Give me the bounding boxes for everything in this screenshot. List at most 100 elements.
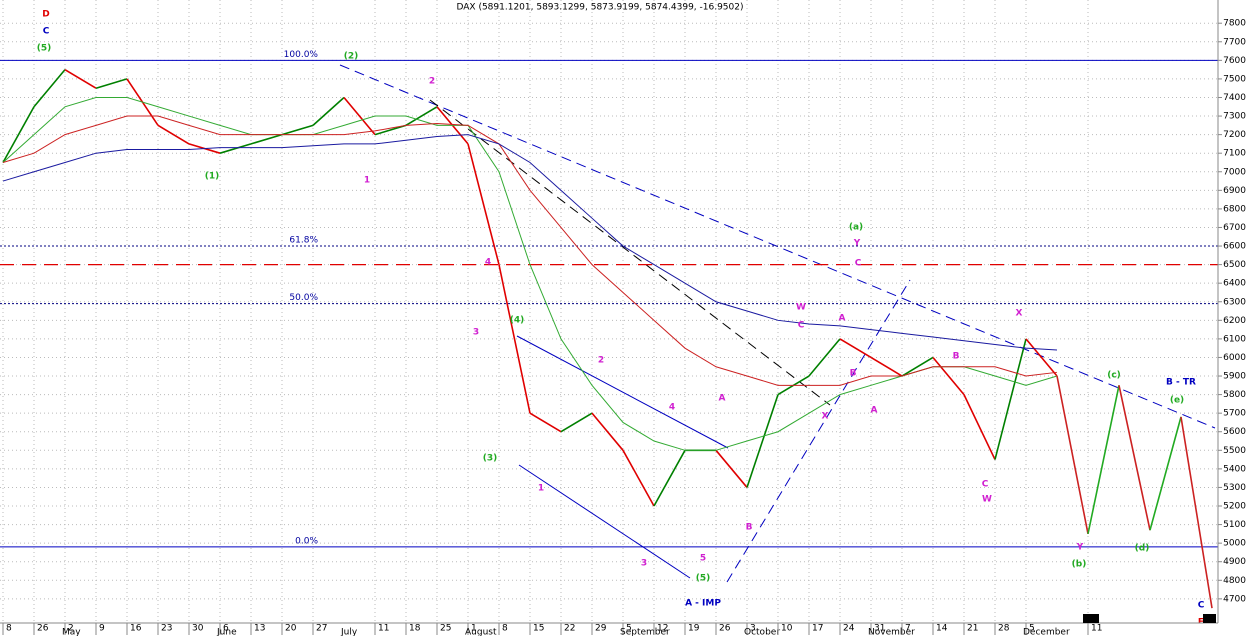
price-segment [901,356,934,377]
level-label: 61.8% [289,236,318,246]
wave-label: B [953,352,960,362]
y-tick-label: 7800 [1223,19,1246,29]
x-tick-label: 22 [564,624,575,634]
month-label: June [216,628,237,636]
price-segment [994,338,1027,460]
y-tick-label: 4800 [1223,576,1246,586]
x-tick-label: 20 [285,624,297,634]
x-tick-label: 31 [874,624,885,634]
channel-line [516,335,729,449]
moving-average [2,134,1058,351]
x-tick-label: 26 [37,624,49,634]
wave-label: (5) [696,574,711,584]
wave-label: X [1016,309,1023,319]
wave-label: C [43,27,50,37]
plot: 100.0%61.8%50.0%0.0%DC(5)(2)21(1)43(4)(3… [0,10,1218,628]
moving-average [2,115,1058,386]
price-segment [622,449,655,507]
y-tick-label: 6400 [1223,279,1246,289]
y-tick-label: 6000 [1223,353,1246,363]
price-segment [715,449,748,488]
price-segment [529,412,562,433]
y-tick-label: 5600 [1223,427,1246,437]
price-segment [498,264,531,414]
x-tick-label: 12 [657,624,668,634]
wave-label: (a) [849,223,863,233]
wave-label: 4 [669,403,675,413]
wave-label: (e) [1170,396,1184,406]
x-tick-label: 13 [254,624,265,634]
month-label: May [62,628,81,636]
wave-label: C [855,259,862,269]
x-tick-label: 5 [1029,624,1035,634]
wave-label: 4 [485,258,491,268]
y-tick-label: 7700 [1223,37,1246,47]
marker-block [1083,614,1099,623]
price-segment [312,96,345,126]
wave-label: (d) [1135,544,1150,554]
level-label: 0.0% [295,536,318,546]
wave-label: 5 [700,554,706,564]
y-tick-label: 4900 [1223,557,1246,567]
price-segment [1118,385,1151,531]
x-tick-label: 25 [440,624,451,634]
price-segment [839,338,872,359]
price-segment [250,133,283,145]
month-label: November [868,628,915,636]
x-tick-label: 28 [998,624,1010,634]
month-label: July [340,628,358,636]
x-tick-label: 23 [161,624,172,634]
y-tick-label: 5400 [1223,464,1246,474]
wave-label: (b) [1072,560,1087,570]
x-tick-label: 14 [936,624,948,634]
x-tick-label: 10 [781,624,793,634]
price-segment [374,124,407,136]
month-label: August [465,628,497,636]
wave-label: 3 [641,559,647,569]
y-tick-label: 5000 [1223,539,1246,549]
wave-label: (2) [344,52,359,62]
wave-label: (5) [37,44,52,54]
price-segment [405,106,438,127]
x-tick-label: 29 [595,624,607,634]
x-tick-label: 15 [533,624,544,634]
y-tick-label: 6300 [1223,297,1246,307]
y-tick-label: 6900 [1223,186,1246,196]
price-segment [560,412,593,433]
y-tick-label: 5500 [1223,446,1246,456]
y-tick-label: 7100 [1223,149,1246,159]
level-label: 100.0% [284,50,319,60]
level-label: 50.0% [289,293,318,303]
price-segment [653,449,686,507]
y-tick-label: 7300 [1223,112,1246,122]
y-tick-label: 7000 [1223,167,1246,177]
x-tick-label: 18 [409,624,421,634]
x-tick-label: 3 [750,624,756,634]
wave-label: 3 [473,328,479,338]
wave-label: (c) [1107,371,1121,381]
price-segment [33,69,66,108]
wave-label: B [746,523,753,533]
y-tick-label: 6600 [1223,242,1246,252]
x-tick-label: 17 [812,624,823,634]
wave-label: 2 [429,77,435,87]
wave-label: (3) [483,454,498,464]
x-tick-label: 30 [192,624,204,634]
month-label: October [744,628,780,636]
marker-block [1203,614,1216,623]
price-segment [64,68,97,89]
wave-label: A [871,406,878,416]
y-tick-label: 6800 [1223,204,1246,214]
price-segment [963,394,996,460]
moving-average [2,96,1058,451]
x-tick-label: 11 [1091,624,1102,634]
x-tick-label: 11 [378,624,389,634]
wave-label: C [798,321,805,331]
wave-label: X [822,412,829,422]
price-segment [2,106,35,163]
price-segment [1149,416,1182,531]
price-segment [746,394,779,488]
wave-label: A [839,314,846,324]
x-tick-label: 19 [688,624,700,634]
month-label: September [620,628,670,636]
